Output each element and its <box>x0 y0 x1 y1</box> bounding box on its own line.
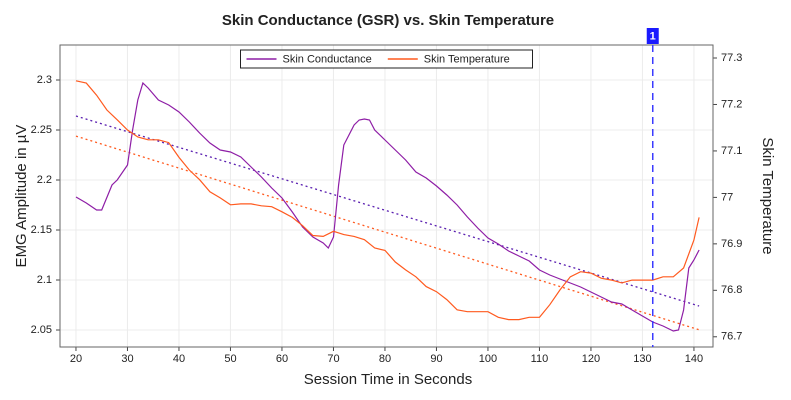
y-tick-label: 2.3 <box>37 74 52 86</box>
y2-tick-label: 76.8 <box>721 284 742 296</box>
x-tick-label: 130 <box>633 353 651 365</box>
y2-tick-label: 77.1 <box>721 145 742 157</box>
x-tick-label: 120 <box>582 353 600 365</box>
x-tick-label: 40 <box>173 353 185 365</box>
y-tick-label: 2.1 <box>37 274 52 286</box>
y2-tick-label: 76.7 <box>721 331 742 343</box>
trend-line <box>75 135 700 331</box>
y-tick-label: 2.25 <box>31 124 52 136</box>
legend: Skin Conductance Skin Temperature <box>240 49 533 69</box>
x-tick-label: 90 <box>430 353 442 365</box>
x-tick-label: 80 <box>379 353 391 365</box>
y2-axis-label: Skin Temperature <box>759 137 776 254</box>
x-tick-label: 50 <box>224 353 236 365</box>
x-tick-label: 30 <box>121 353 133 365</box>
x-tick-label: 140 <box>685 353 703 365</box>
y-tick-label: 2.15 <box>31 224 52 236</box>
legend-label: Skin Temperature <box>424 53 510 65</box>
x-tick-label: 100 <box>479 353 497 365</box>
y-tick-label: 2.05 <box>31 324 52 336</box>
x-axis-label: Session Time in Seconds <box>304 371 472 388</box>
y2-tick-label: 77.2 <box>721 98 742 110</box>
trend-line <box>75 115 700 307</box>
x-tick-label: 70 <box>327 353 339 365</box>
marker-label: 1 <box>650 30 656 42</box>
marker-badge <box>646 28 659 44</box>
x-tick-label: 60 <box>276 353 288 365</box>
plot-frame <box>59 44 714 348</box>
legend-box <box>240 49 533 69</box>
y-axis-label: EMG Amplitude in µV <box>13 125 30 268</box>
x-tick-label: 110 <box>531 353 549 365</box>
x-tick-label: 20 <box>70 353 82 365</box>
chart-title: Skin Conductance (GSR) vs. Skin Temperat… <box>222 12 554 29</box>
y2-tick-label: 76.9 <box>721 238 742 250</box>
line <box>75 80 700 321</box>
line <box>75 81 700 332</box>
y2-tick-label: 77.3 <box>721 52 742 64</box>
y2-tick-label: 77 <box>721 191 733 203</box>
legend-label: Skin Conductance <box>283 53 372 65</box>
y-tick-label: 2.2 <box>37 174 52 186</box>
